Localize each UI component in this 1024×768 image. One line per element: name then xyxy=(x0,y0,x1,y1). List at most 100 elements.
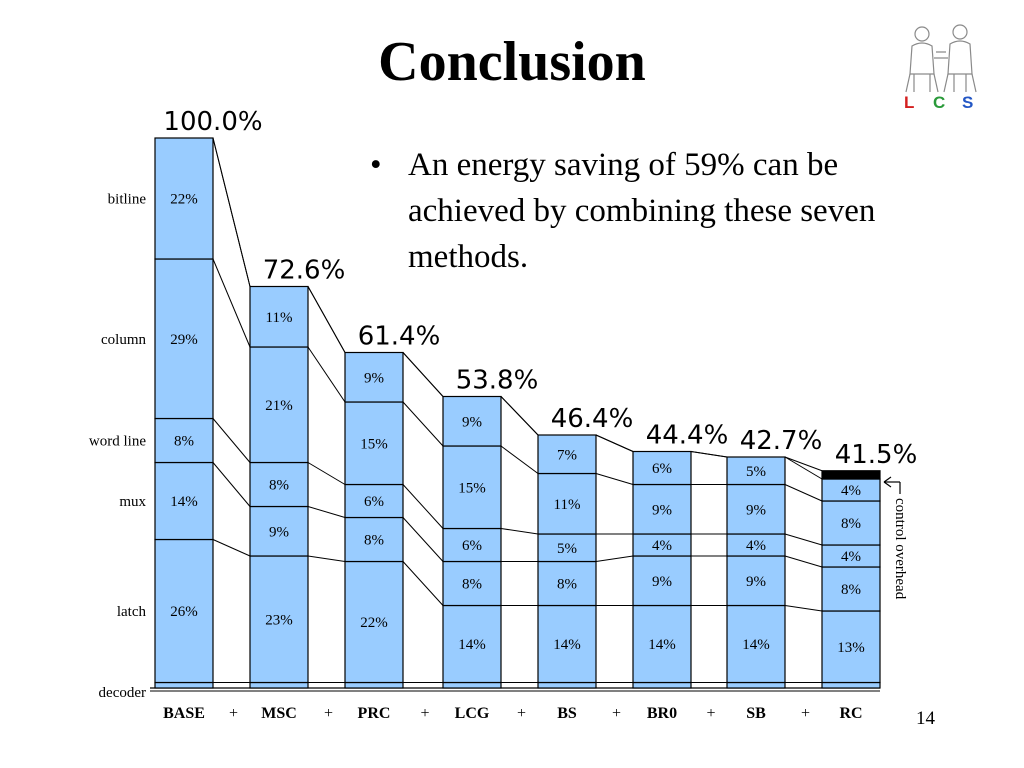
segment-label: 11% xyxy=(266,310,293,326)
control-overhead-label: control overhead xyxy=(892,498,908,600)
bar-segment-column xyxy=(821,500,881,546)
segment-label: 8% xyxy=(462,577,482,593)
slide-title: Conclusion xyxy=(378,31,646,93)
bar-segment-latch xyxy=(537,604,597,684)
connector-line-top xyxy=(402,352,444,397)
segment-label: 9% xyxy=(269,524,289,540)
connector-line xyxy=(595,555,634,562)
bar-segment-decoder xyxy=(632,681,692,689)
bar-segment-column xyxy=(537,472,597,535)
segment-label: 8% xyxy=(841,582,861,598)
segment-label: 7% xyxy=(557,447,577,463)
bar-segment-bitline xyxy=(726,456,786,486)
segment-label: 4% xyxy=(652,538,672,554)
segment-label: 8% xyxy=(557,577,577,593)
segment-label: 4% xyxy=(841,549,861,565)
connector-line xyxy=(402,401,444,447)
connector-line xyxy=(307,555,346,562)
segment-label: 6% xyxy=(364,494,384,510)
bar-segment-latch xyxy=(154,538,214,684)
logo-letter-l: L xyxy=(904,93,914,110)
segment-label: 8% xyxy=(841,516,861,532)
row-label-word-line: word line xyxy=(89,434,146,450)
segment-label: 15% xyxy=(360,436,388,452)
bar-segment-mux xyxy=(632,555,692,607)
row-label-latch: latch xyxy=(117,604,147,620)
segment-label: 26% xyxy=(170,604,198,620)
annotation-arrowhead-icon xyxy=(883,476,892,488)
connector-line xyxy=(307,346,346,403)
category-label: BASE xyxy=(163,705,205,722)
connector-line xyxy=(402,484,444,529)
segment-label: 15% xyxy=(458,480,486,496)
row-label-column: column xyxy=(101,332,146,348)
connector-line xyxy=(307,462,346,485)
bar-segment-mux xyxy=(344,516,404,563)
total-label: 46.4% xyxy=(551,404,634,434)
bar-segment-control-overhead xyxy=(821,470,881,480)
total-label: 100.0% xyxy=(163,107,262,137)
plus-separator: + xyxy=(517,705,526,722)
bar-segment-word-line xyxy=(249,461,309,508)
connector-line xyxy=(784,456,823,480)
connector-line xyxy=(595,473,634,485)
segment-label: 6% xyxy=(462,538,482,554)
connector-line-top xyxy=(500,396,539,436)
bar-segment-column xyxy=(154,258,214,420)
bar-segment-mux xyxy=(821,566,881,612)
logo-letter-c: C xyxy=(933,93,945,110)
connector-line xyxy=(784,484,823,502)
segment-label: 4% xyxy=(841,483,861,499)
segment-label: 14% xyxy=(648,637,676,653)
bar-segment-mux xyxy=(442,560,502,607)
bar-segment-bitline xyxy=(249,285,309,348)
bar-segment-decoder xyxy=(442,681,502,689)
category-label: BR0 xyxy=(647,705,677,722)
total-label: 44.4% xyxy=(646,421,729,451)
segment-label: 14% xyxy=(742,637,770,653)
category-label: PRC xyxy=(358,705,391,722)
bar-segment-word-line xyxy=(154,417,214,464)
segment-label: 29% xyxy=(170,332,198,348)
plus-separator: + xyxy=(801,705,810,722)
plus-separator: + xyxy=(324,705,333,722)
bullet-dot-icon: • xyxy=(370,147,382,183)
page-number: 14 xyxy=(916,708,935,729)
segment-label: 21% xyxy=(265,398,293,414)
connector-line xyxy=(784,533,823,546)
segment-label: 14% xyxy=(553,637,581,653)
total-label: 61.4% xyxy=(358,322,441,352)
segment-label: 23% xyxy=(265,612,293,628)
segment-label: 8% xyxy=(174,434,194,450)
category-label: RC xyxy=(839,705,862,722)
plus-separator: + xyxy=(706,705,715,722)
bar-segment-word-line xyxy=(442,527,502,563)
bar-segment-latch xyxy=(726,604,786,684)
segment-label: 9% xyxy=(652,574,672,590)
connector-line xyxy=(402,561,444,606)
row-label-mux: mux xyxy=(119,494,146,510)
segment-label: 14% xyxy=(170,494,198,510)
segment-label: 9% xyxy=(462,414,482,430)
bar-segment-bitline xyxy=(537,434,597,475)
bar-segment-latch xyxy=(344,560,404,684)
connector-line-top xyxy=(307,286,346,353)
bar-segment-decoder xyxy=(154,681,214,689)
bar-segment-mux xyxy=(154,461,214,541)
category-label: LCG xyxy=(455,705,490,722)
segment-label: 13% xyxy=(837,640,865,656)
lcs-logo: L C S xyxy=(904,24,977,110)
segment-label: 11% xyxy=(554,497,581,513)
bullet-text: An energy saving of 59% can be achieved … xyxy=(408,147,876,275)
row-label-bitline: bitline xyxy=(108,192,147,208)
segment-label: 8% xyxy=(364,533,384,549)
row-label-decoder: decoder xyxy=(99,685,146,701)
category-label: SB xyxy=(746,705,766,722)
bar-segment-decoder xyxy=(344,681,404,689)
connector-line xyxy=(402,517,444,562)
total-label: 42.7% xyxy=(740,426,823,456)
segment-label: 22% xyxy=(170,192,198,208)
segment-label: 9% xyxy=(746,502,766,518)
bar-segment-decoder xyxy=(821,681,881,689)
